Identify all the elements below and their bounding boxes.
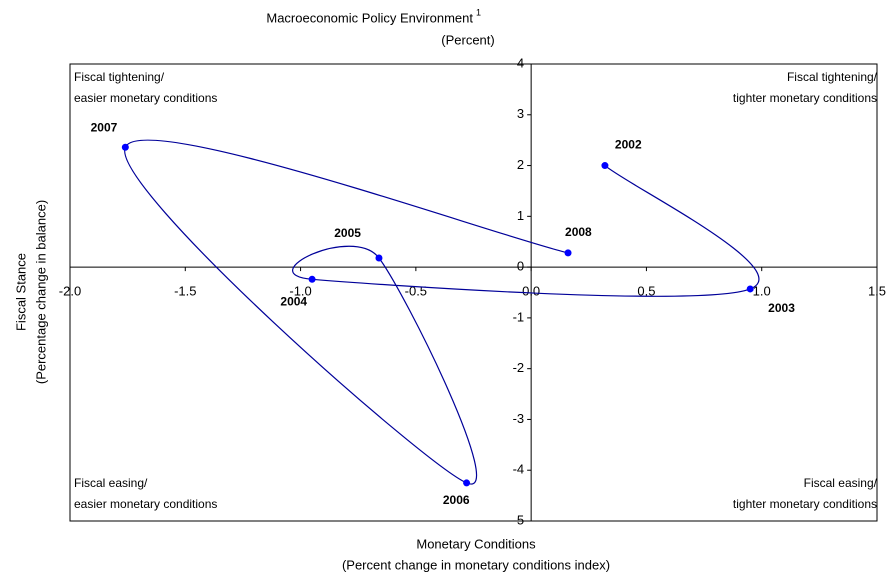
x-tick-label: 0.0 [522,284,540,299]
point [121,143,129,151]
x-axis-subtitle: (Percent change in monetary conditions i… [342,557,610,572]
quadrant-annotation: easier monetary conditions [74,91,217,105]
y-tick-label: -3 [513,411,525,426]
quadrant-annotation: Fiscal tightening/ [787,70,878,84]
point [463,479,471,487]
point-label: 2008 [565,225,592,239]
y-tick-label: -2 [513,360,525,375]
quadrant-annotation: Fiscal tightening/ [74,70,165,84]
x-tick-label: 1.0 [753,284,771,299]
quadrant-annotation: tighter monetary conditions [733,497,877,511]
x-tick-label: 0.5 [637,284,655,299]
x-tick-label: -2.0 [59,284,81,299]
y-tick-label: -1 [513,309,525,324]
point [564,249,572,257]
point [601,162,609,170]
point-label: 2002 [615,138,642,152]
y-axis-title: Fiscal Stance [13,253,28,331]
point-label: 2007 [91,120,118,134]
series-line [124,139,760,485]
quadrant-annotation: Fiscal easing/ [804,476,878,490]
y-tick-label: 0 [517,259,524,274]
point [375,254,383,262]
chart-title: Macroeconomic Policy Environment [266,10,473,25]
chart-subtitle: (Percent) [441,32,494,47]
quadrant-annotation: Fiscal easing/ [74,476,148,490]
x-axis-title: Monetary Conditions [416,536,536,551]
y-tick-label: 3 [517,106,524,121]
x-tick-label: -1.0 [289,284,311,299]
point [308,275,316,283]
point [746,285,754,293]
y-tick-label: 1 [517,208,524,223]
point-label: 2003 [768,301,795,315]
x-tick-label: 1.5 [868,284,886,299]
point-label: 2006 [443,493,470,507]
x-tick-label: -1.5 [174,284,196,299]
y-tick-label: -5 [513,512,525,527]
y-axis-subtitle: (Percentage change in balance) [33,200,48,384]
y-tick-label: 4 [517,55,524,70]
plot-frame [69,63,878,522]
y-tick-label: -4 [513,462,525,477]
y-tick-label: 2 [517,157,524,172]
quadrant-annotation: tighter monetary conditions [733,91,877,105]
point-label: 2004 [280,294,307,308]
title-note: 1 [476,7,481,17]
quadrant-annotation: easier monetary conditions [74,497,217,511]
point-label: 2005 [334,226,361,240]
